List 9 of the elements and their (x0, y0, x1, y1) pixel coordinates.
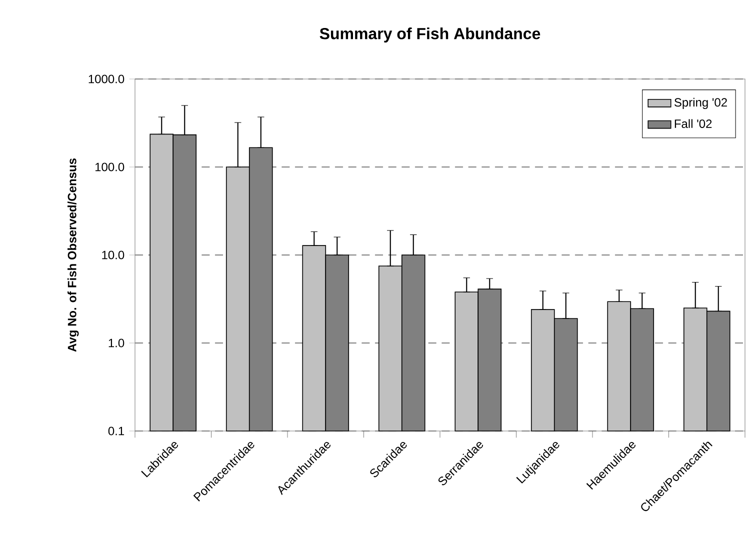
chart-title: Summary of Fish Abundance (320, 28, 540, 42)
legend-label: Fall '02 (674, 119, 712, 128)
y-tick-label: 1.0 (108, 338, 124, 348)
y-axis-title: Avg No. of Fish Observed/Census (68, 158, 79, 352)
legend-label: Spring '02 (674, 98, 727, 110)
y-tick-label: 100.0 (95, 162, 124, 172)
y-tick-label: 0.1 (108, 426, 124, 436)
y-tick-label: 1000.0 (88, 74, 124, 84)
y-tick-label: 10.0 (102, 250, 124, 260)
